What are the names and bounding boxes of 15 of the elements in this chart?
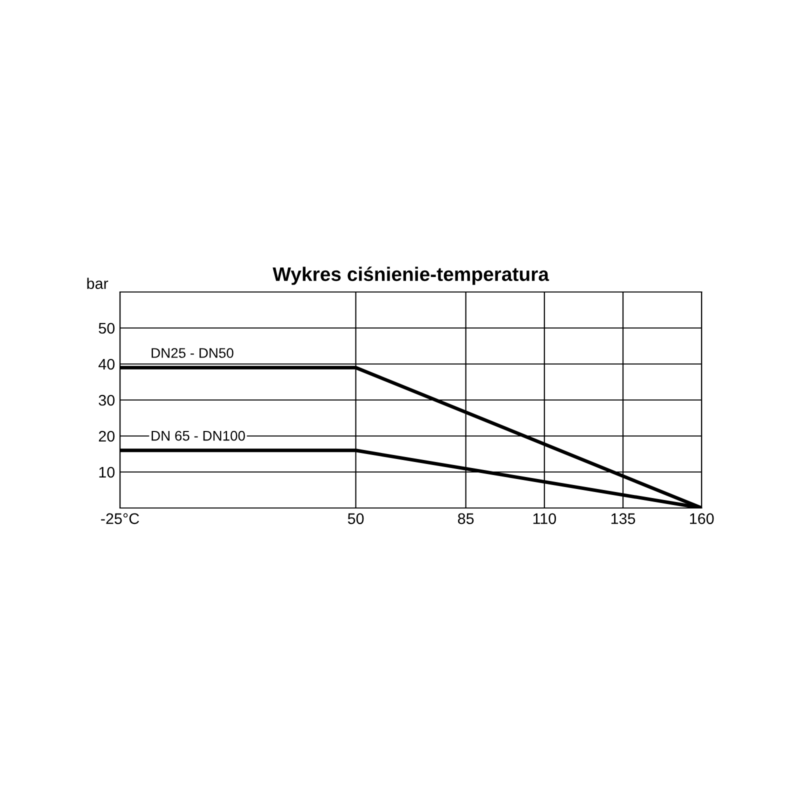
y-tick-label: 40 (98, 358, 115, 370)
x-tick-label: 50 (348, 513, 364, 524)
y-tick-label: 20 (98, 430, 115, 442)
x-tick-label: 110 (533, 513, 556, 524)
x-tick-label: -25°C (101, 513, 140, 524)
y-tick-label: 10 (99, 466, 115, 478)
series-label: DN25 - DN50 (152, 348, 234, 358)
x-tick-label: 135 (611, 513, 636, 524)
y-tick-label: 50 (98, 322, 115, 334)
x-tick-label: 160 (690, 513, 714, 524)
x-tick-label: 85 (458, 513, 474, 524)
y-tick-label: 30 (98, 394, 115, 406)
chart-title: Wykres ciśnienie-temperatura (272, 266, 550, 285)
series-label: DN 65 - DN100 (152, 430, 245, 441)
y-axis-title: bar (87, 278, 108, 289)
